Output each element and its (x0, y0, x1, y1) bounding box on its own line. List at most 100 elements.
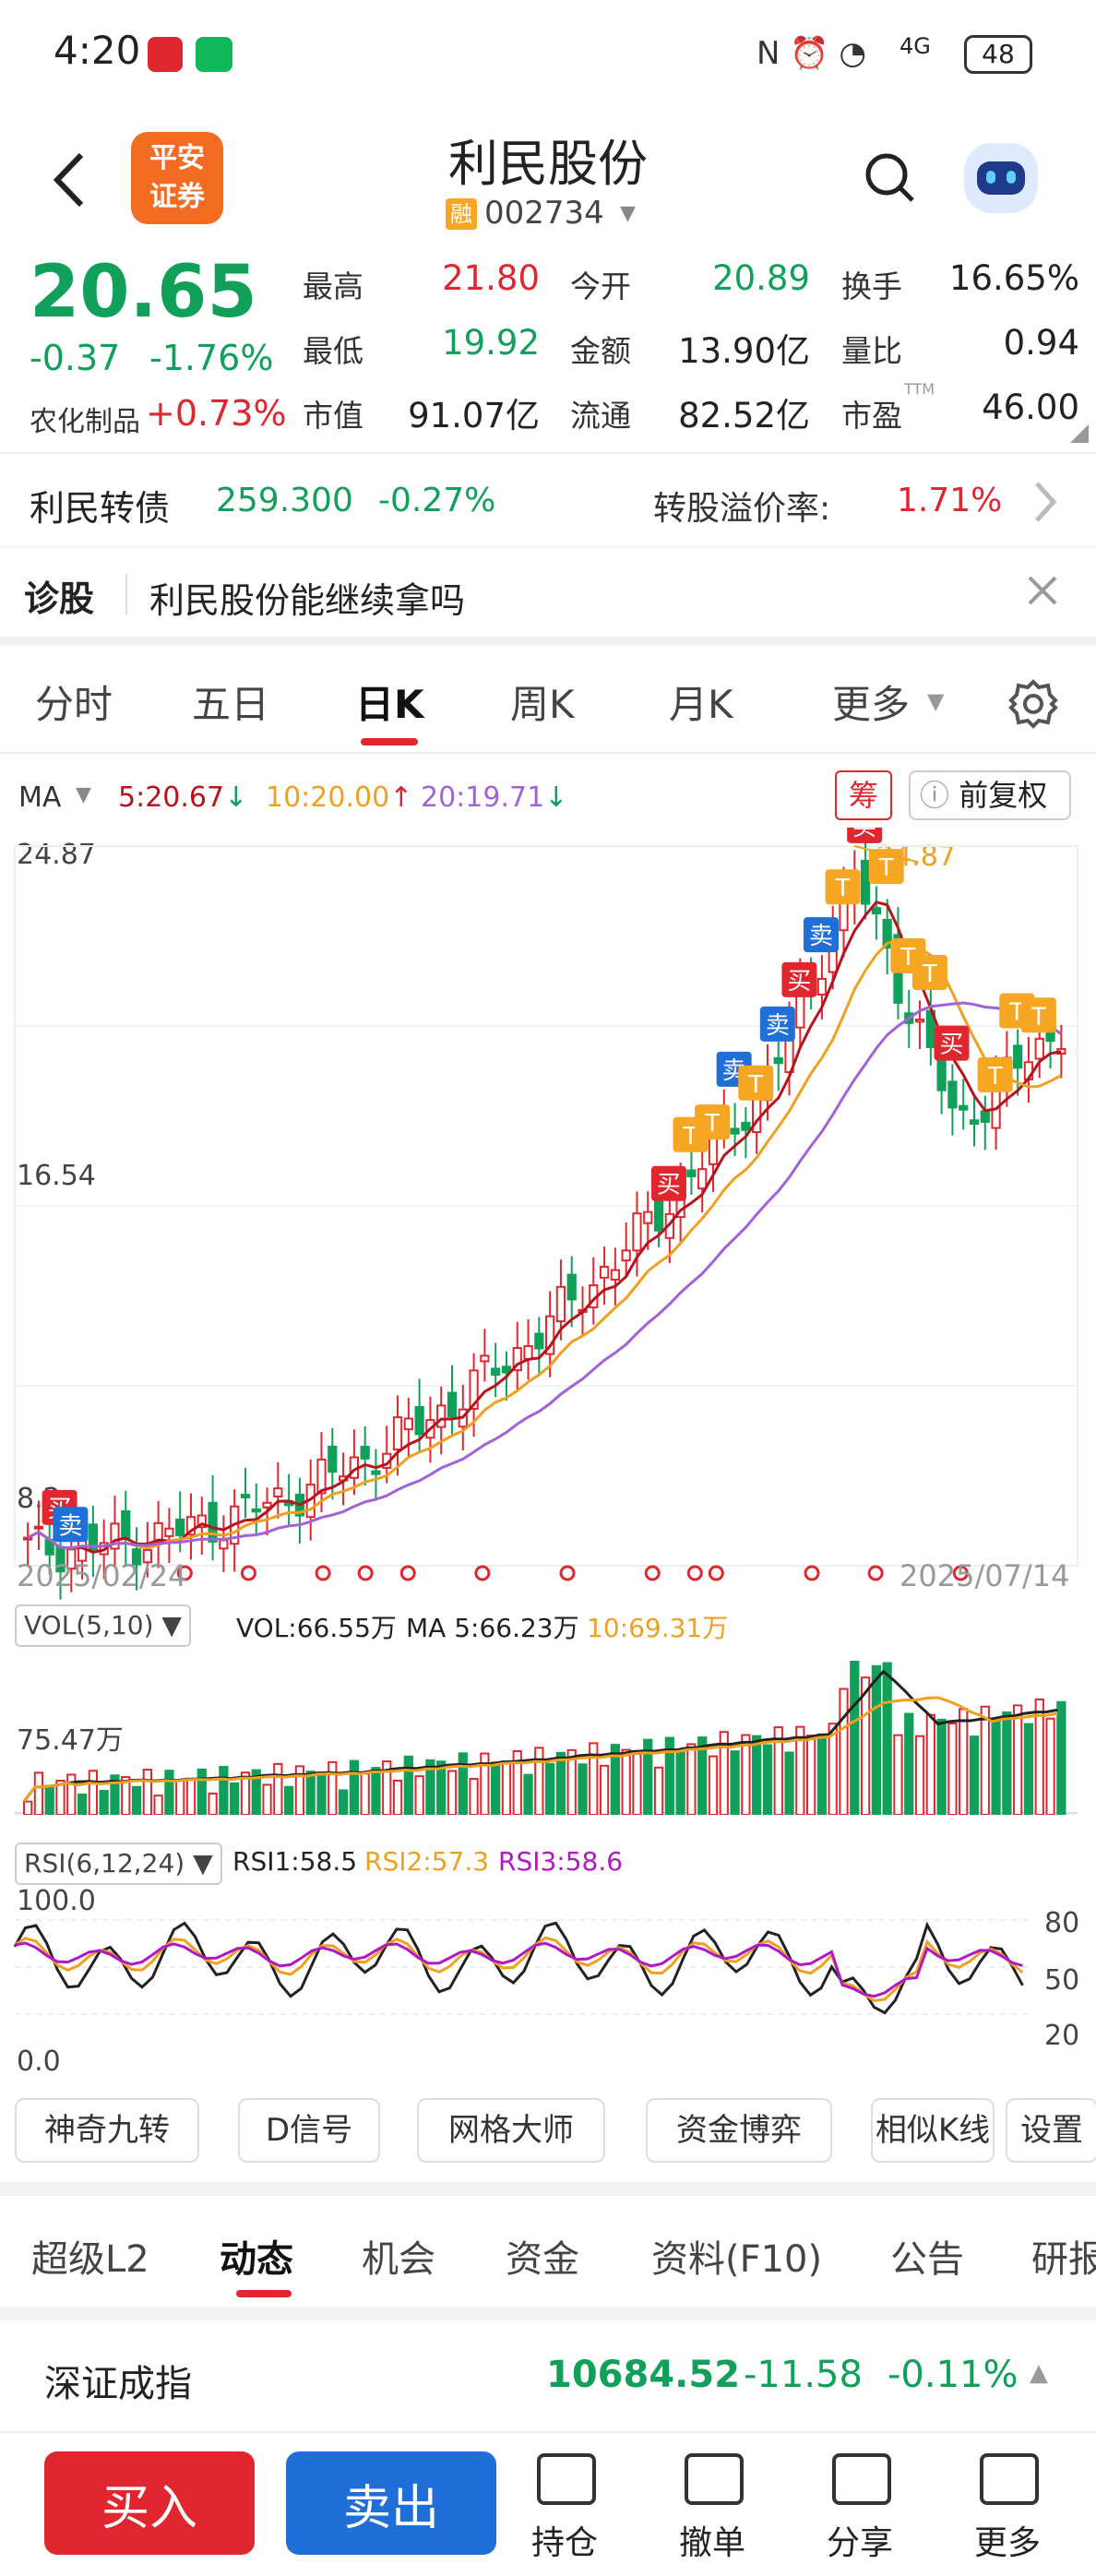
quote-value: 16.65% (948, 258, 1079, 298)
more-dropdown-icon[interactable]: ▼ (927, 688, 945, 714)
candle-body (1034, 1037, 1044, 1060)
rsi-chart[interactable] (0, 1889, 1096, 2064)
info-tab-2[interactable]: 机会 (362, 2238, 435, 2281)
candle-body (860, 859, 871, 905)
volume-bar (219, 1765, 229, 1815)
rsi-bottom-label: 0.0 (17, 2045, 61, 2078)
volume-bar (621, 1748, 631, 1815)
tool-button-0[interactable]: 神奇九转 (15, 2098, 199, 2163)
chevron-right-icon (1035, 482, 1057, 522)
signal-marker-text: T (835, 875, 851, 902)
search-icon[interactable] (863, 150, 918, 206)
bond-price: 259.300 (216, 482, 353, 519)
volume-bar (664, 1736, 674, 1815)
signal-marker-text: 买 (852, 828, 876, 841)
tool-button-1[interactable]: D信号 (238, 2098, 380, 2163)
share-icon[interactable] (832, 2453, 891, 2505)
rsi-indicator-select[interactable]: RSI(6,12,24) ▼ (15, 1843, 222, 1885)
volume-bar (632, 1753, 642, 1815)
gear-icon[interactable] (1007, 678, 1059, 730)
candle-body (697, 1168, 708, 1190)
buy-button[interactable]: 买入 (44, 2451, 255, 2555)
tool-button-3[interactable]: 资金博弈 (646, 2098, 832, 2163)
candle-body (262, 1501, 272, 1509)
candle-body (599, 1266, 610, 1279)
volume-bar (752, 1735, 762, 1815)
volume-bar (305, 1771, 316, 1815)
volume-bar (806, 1735, 816, 1815)
quote-label: 流通 (570, 398, 631, 434)
quote-value: 13.90亿 (678, 331, 810, 371)
info-tab-3[interactable]: 资金 (506, 2238, 579, 2281)
rsi1-line (13, 1921, 1024, 2015)
info-tab-1[interactable]: 动态 (220, 2238, 293, 2281)
candle-body (153, 1521, 163, 1544)
convertible-bond-row[interactable]: 利民转债 259.300 -0.27% 转股溢价率: 1.71% (0, 452, 1096, 546)
info-tab-4[interactable]: 资料(F10) (651, 2238, 823, 2281)
tab-4[interactable]: 月K (669, 682, 733, 727)
vol-axis-label: 75.47万 (17, 1724, 124, 1757)
tab-2[interactable]: 日K (355, 682, 424, 727)
candle-body (1045, 1031, 1055, 1043)
sector-name[interactable]: 农化制品 (30, 406, 140, 438)
volume-bar (828, 1723, 838, 1815)
rsi-top-label: 100.0 (17, 1885, 96, 1917)
tab-0[interactable]: 分时 (35, 682, 113, 727)
signal-marker (781, 961, 817, 997)
volume-bar (708, 1755, 719, 1815)
volume-chart[interactable] (0, 1649, 1096, 1815)
tab-1[interactable]: 五日 (192, 682, 270, 727)
quote-value: 0.94 (1003, 323, 1079, 363)
info-tab-5[interactable]: 公告 (890, 2238, 964, 2281)
volume-bar (294, 1765, 305, 1815)
volume-bar (458, 1752, 468, 1815)
sell-button[interactable]: 卖出 (286, 2451, 496, 2555)
candle-body (371, 1470, 381, 1475)
tool-button-5[interactable]: 设置 (1006, 2098, 1096, 2163)
volume-bar (959, 1708, 969, 1815)
volume-bar (914, 1735, 925, 1815)
tab-5[interactable]: 更多 (832, 682, 911, 727)
volume-bar (589, 1742, 599, 1815)
event-marker (686, 1565, 703, 1581)
code-dropdown-icon[interactable]: ▼ (620, 202, 636, 225)
ma-dropdown-icon[interactable]: ▼ (76, 783, 91, 806)
index-name: 深证成指 (44, 2363, 192, 2405)
adjust-button[interactable]: ⓘ 前复权 (909, 770, 1071, 820)
back-arrow-icon[interactable] (46, 148, 92, 212)
volume-bar (371, 1767, 381, 1815)
cancel-order-icon[interactable] (685, 2453, 744, 2505)
candle-body (523, 1345, 533, 1360)
ai-robot-icon[interactable] (964, 143, 1038, 213)
candle-body (555, 1285, 566, 1323)
status-time: 4:20 (54, 28, 141, 73)
candle-body (392, 1416, 403, 1451)
volume-bar (991, 1718, 1001, 1815)
start-date: 2025/02/24 (17, 1558, 187, 1593)
volume-bar (719, 1731, 729, 1815)
info-tab-0[interactable]: 超级L2 (31, 2238, 149, 2281)
expand-up-icon[interactable]: ▲ (1030, 2359, 1048, 2387)
index-ticker[interactable]: 深证成指 10684.52 -11.58 -0.11% ▲ (0, 2320, 1096, 2431)
vol-indicator-select[interactable]: VOL(5,10) ▼ (15, 1604, 191, 1647)
candle-body (197, 1514, 207, 1529)
ma-label[interactable]: MA (18, 781, 62, 814)
tool-button-2[interactable]: 网格大师 (417, 2098, 605, 2163)
volume-bar (730, 1750, 740, 1815)
expand-corner-icon[interactable] (1070, 424, 1089, 443)
more-icon[interactable] (980, 2453, 1039, 2505)
candlestick-chart[interactable]: 买卖买TT卖T卖买卖T买TTT买TTT (0, 828, 1096, 1640)
volume-bar (1056, 1700, 1066, 1815)
chip-button[interactable]: 筹 (835, 770, 892, 820)
status-icons: N ⏰ ◔ (756, 35, 867, 72)
tool-button-4[interactable]: 相似K线 (871, 2098, 995, 2163)
event-marker (315, 1565, 331, 1581)
tab-3[interactable]: 周K (510, 682, 575, 727)
active-tab-indicator (361, 738, 418, 745)
volume-bar (77, 1793, 88, 1815)
close-icon[interactable] (1024, 572, 1061, 609)
info-tab-6[interactable]: 研报 (1031, 2238, 1096, 2281)
holdings-icon[interactable] (537, 2453, 596, 2505)
candle-body (316, 1458, 327, 1495)
diagnose-bar[interactable]: 诊股 利民股份能继续拿吗 (0, 548, 1096, 637)
